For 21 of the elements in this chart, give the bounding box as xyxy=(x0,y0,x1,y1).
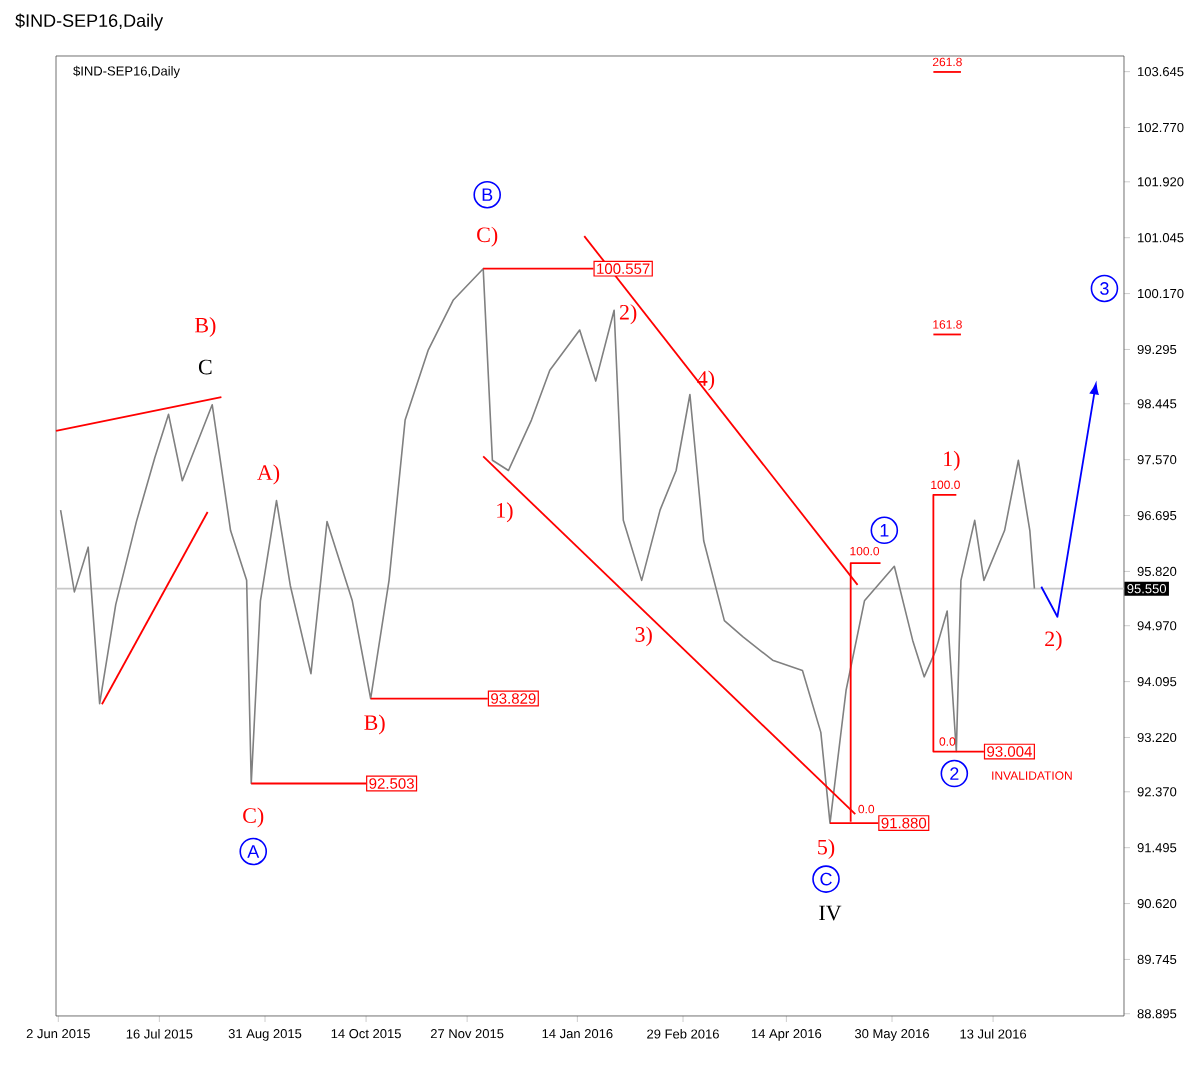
annotation: C xyxy=(820,872,832,886)
annotation: 3 xyxy=(1100,282,1109,295)
annotation: 3) xyxy=(635,626,652,647)
annotation: A) xyxy=(257,464,280,485)
annotation: 1) xyxy=(944,450,960,471)
annotation: C) xyxy=(477,226,498,247)
annotation: 2) xyxy=(1045,630,1062,651)
annotation: 1 xyxy=(880,524,889,537)
annotation: 1) xyxy=(497,502,513,523)
annotation: B) xyxy=(364,714,385,735)
annotation: 4) xyxy=(697,370,715,391)
annotation: 2) xyxy=(619,304,637,325)
annotation: IV xyxy=(819,905,842,921)
annotation: B) xyxy=(195,317,216,338)
annotation: B xyxy=(482,188,493,201)
chart-title: $IND-SEP16,Daily xyxy=(15,13,164,31)
annotation: 2 xyxy=(950,767,959,780)
annotation: 5) xyxy=(818,839,835,860)
annotation: C xyxy=(198,359,212,375)
annotation: A xyxy=(247,845,260,858)
annotation: C) xyxy=(243,807,264,828)
